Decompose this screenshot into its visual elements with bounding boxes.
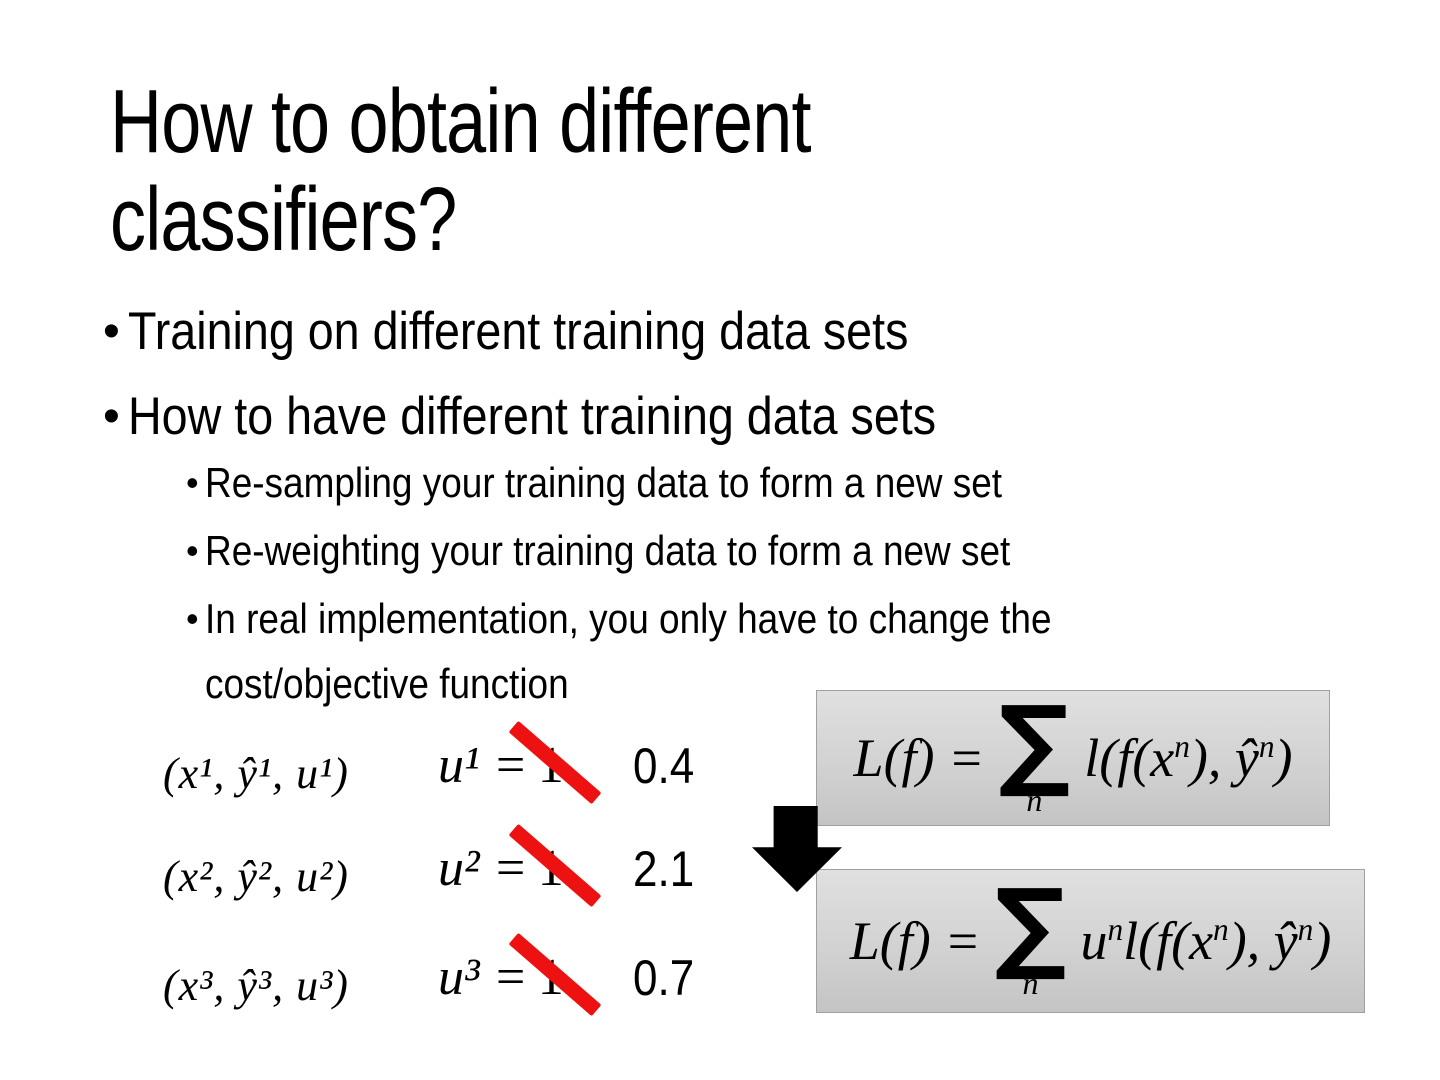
new-weight-value: 0.7 (633, 950, 695, 1006)
bullet-text: Re-sampling your training data to form a… (205, 459, 1003, 506)
training-tuple: (x¹, ŷ¹, u¹) (163, 749, 349, 798)
weight-lhs: u² = (438, 840, 528, 897)
list-item: • Training on different training data se… (103, 303, 1046, 361)
title-line-2: classifiers? (110, 170, 457, 270)
summation-index: n (1026, 782, 1043, 818)
summation-icon: ∑ n (998, 684, 1071, 818)
title-line-1: How to obtain different (110, 72, 812, 172)
loss-formula-weighted: L(f) = ∑ n unl(f(xn), ŷn) (816, 869, 1365, 1013)
formula-rhs: unl(f(xn), ŷn) (1080, 911, 1332, 971)
example-row-1: (x¹, ŷ¹, u¹) u¹ =1 0.4 (0, 720, 1440, 805)
bullet-icon: • (186, 598, 199, 639)
training-tuple: (x³, ŷ³, u³) (163, 961, 349, 1010)
weight-lhs: u³ = (438, 949, 528, 1006)
sigma-glyph: ∑ (994, 867, 1067, 984)
formula-lhs: L(f) = (849, 911, 981, 971)
bullet-text: How to have different training data sets (128, 387, 937, 446)
weight-equation: u² =1 (438, 838, 564, 900)
page-title: How to obtain different classifiers? (110, 73, 986, 269)
example-row-3: (x³, ŷ³, u³) u³ =1 0.7 (0, 932, 1440, 1017)
bullet-text: In real implementation, you only have to… (205, 595, 1052, 707)
list-item: • How to have different training data se… (103, 388, 1046, 446)
new-weight-value: 2.1 (633, 841, 695, 897)
new-weight-value: 0.4 (633, 738, 695, 794)
formula-lhs: L(f) = (853, 728, 985, 788)
summation-index: n (1022, 965, 1039, 1001)
bullet-list-level1: • Training on different training data se… (103, 303, 1046, 473)
list-item: • In real implementation, you only have … (186, 586, 1355, 716)
sigma-glyph: ∑ (998, 684, 1071, 801)
bullet-icon: • (103, 390, 120, 443)
bullet-icon: • (186, 462, 199, 503)
list-item: • Re-weighting your training data to for… (186, 518, 1355, 583)
list-item: • Re-sampling your training data to form… (186, 450, 1355, 515)
formula-rhs: l(f(xn), ŷn) (1084, 728, 1293, 788)
loss-formula-unweighted: L(f) = ∑ n l(f(xn), ŷn) (816, 690, 1330, 826)
training-tuple: (x², ŷ², u²) (163, 852, 349, 901)
example-row-2: (x², ŷ², u²) u² =1 2.1 (0, 823, 1440, 908)
bullet-icon: • (186, 530, 199, 571)
weight-lhs: u¹ = (438, 737, 528, 794)
bullet-icon: • (103, 305, 120, 358)
bullet-text: Training on different training data sets (128, 302, 909, 361)
bullet-text: Re-weighting your training data to form … (205, 527, 1011, 574)
bullet-list-level2: • Re-sampling your training data to form… (186, 450, 1355, 719)
summation-icon: ∑ n (994, 867, 1067, 1001)
